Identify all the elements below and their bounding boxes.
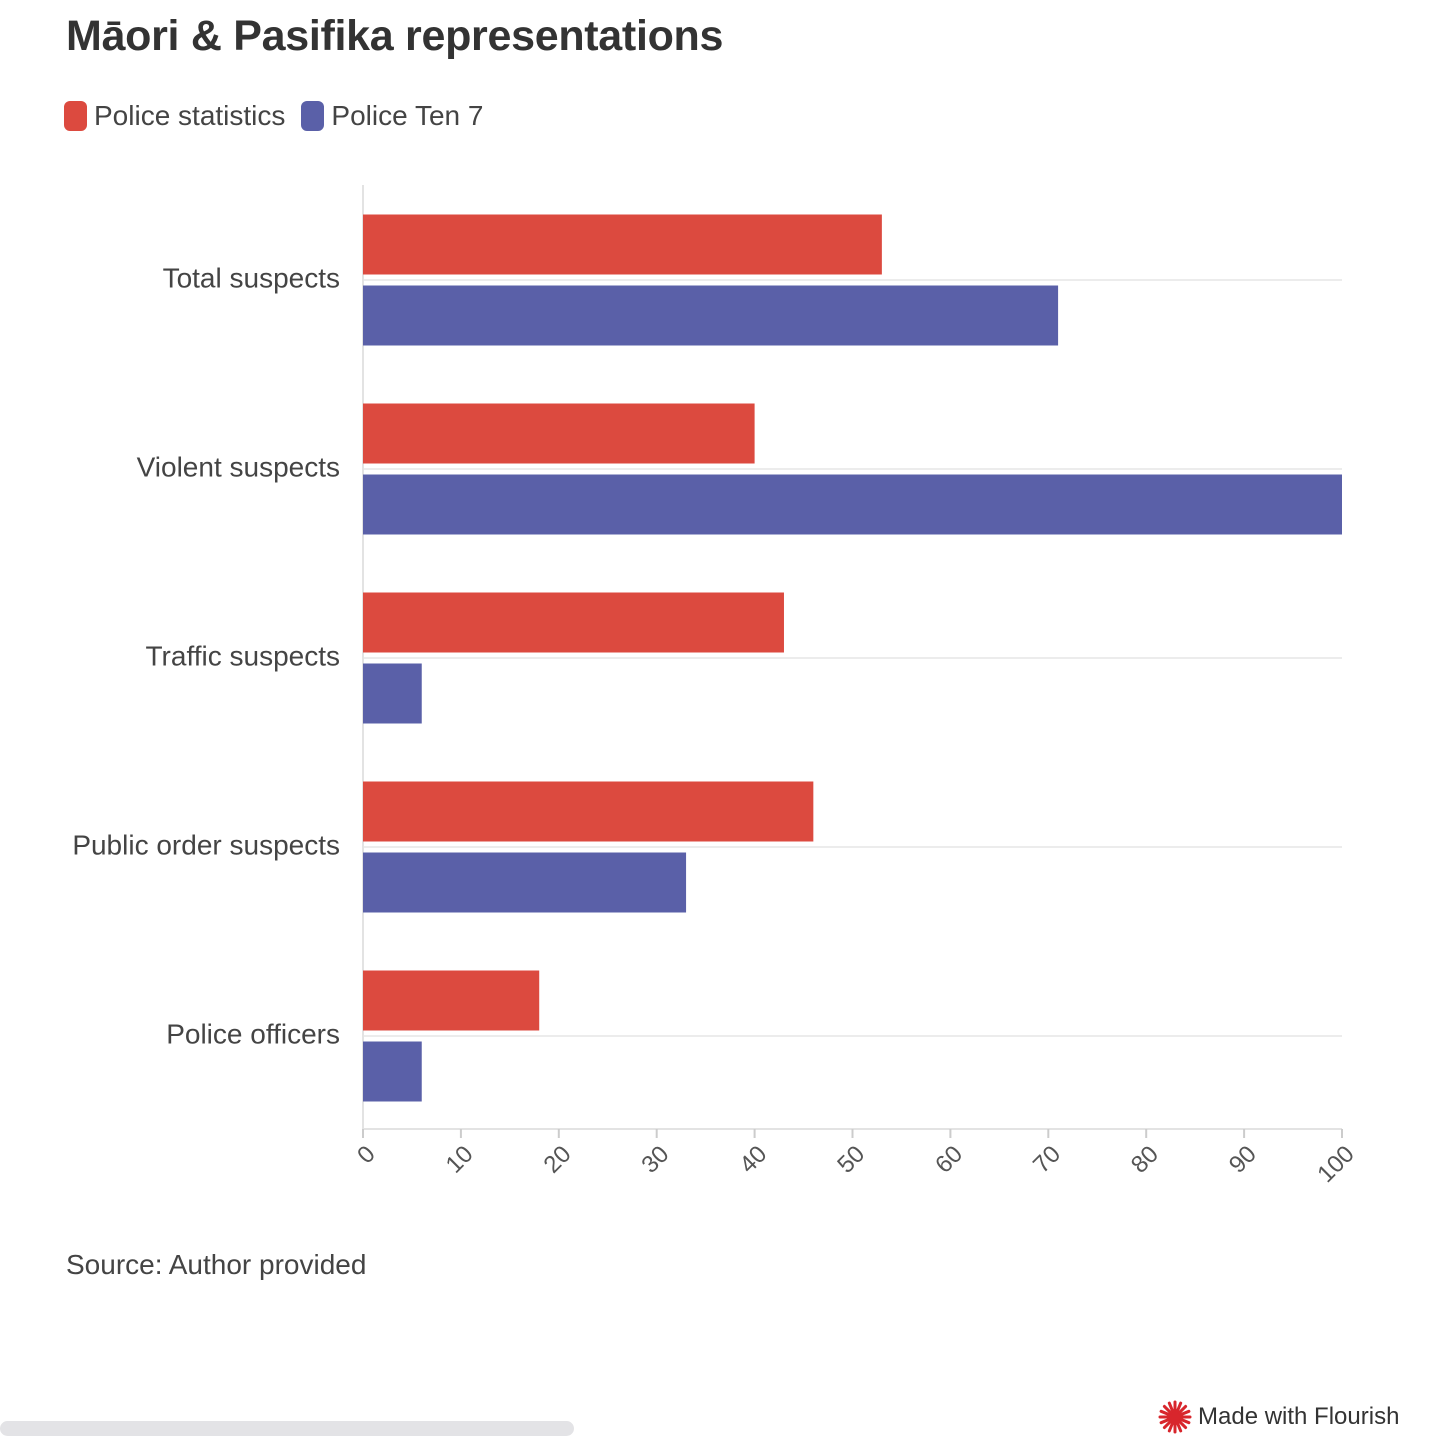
x-tick-label-40: 40 [734,1141,772,1179]
bar-chart: Total suspects Violent suspects Traffic su… [72,185,1360,1188]
x-tick-label-70: 70 [1028,1141,1066,1179]
legend-item-police-statistics[interactable]: Police statistics [64,100,285,132]
legend-item-police-ten-7[interactable]: Police Ten 7 [301,100,483,132]
bar-police-statistics-police-officers [363,970,540,1031]
made-with-flourish-link[interactable]: Made with Flourish [1158,1400,1399,1434]
chart-title: Māori & Pasifika representations [66,12,724,60]
category-label-public-order-suspects: Public order suspects [72,829,340,860]
bar-police-statistics-public-order-suspects [363,781,814,842]
x-tick-label-20: 20 [539,1141,577,1179]
x-tick-label-80: 80 [1126,1141,1164,1179]
category-label-traffic-suspects: Traffic suspects [145,640,340,671]
bar-police-ten-7-violent-suspects [363,474,1342,535]
legend-swatch-police-statistics [64,101,87,131]
source-note: Source: Author provided [66,1249,367,1280]
bar-police-statistics-traffic-suspects [363,592,784,653]
bar-police-ten-7-police-officers [363,1041,422,1102]
category-label-total-suspects: Total suspects [163,262,340,293]
category-label-violent-suspects: Violent suspects [137,451,340,482]
bar-police-statistics-total-suspects [363,214,882,275]
flourish-logo-icon [1158,1400,1192,1434]
x-tick-label-60: 60 [930,1141,968,1179]
legend-label-police-ten-7: Police Ten 7 [331,100,484,131]
x-tick-label-30: 30 [636,1141,674,1179]
bar-police-statistics-violent-suspects [363,403,755,464]
legend-swatch-police-ten-7 [301,101,325,131]
x-tick-label-10: 10 [441,1141,479,1179]
x-tick-label-50: 50 [832,1141,870,1179]
bar-police-ten-7-total-suspects [363,285,1059,346]
flourish-credit-text: Made with Flourish [1198,1403,1400,1430]
legend: Police statistics Police Ten 7 [64,100,499,132]
category-label-police-officers: Police officers [166,1018,340,1049]
horizontal-scrollbar[interactable] [0,1421,574,1436]
legend-label-police-statistics: Police statistics [94,100,286,131]
x-tick-label-100: 100 [1312,1141,1359,1188]
x-tick-label-0: 0 [352,1141,381,1170]
bar-police-ten-7-public-order-suspects [363,852,687,913]
bar-police-ten-7-traffic-suspects [363,663,422,724]
x-tick-label-90: 90 [1224,1141,1262,1179]
